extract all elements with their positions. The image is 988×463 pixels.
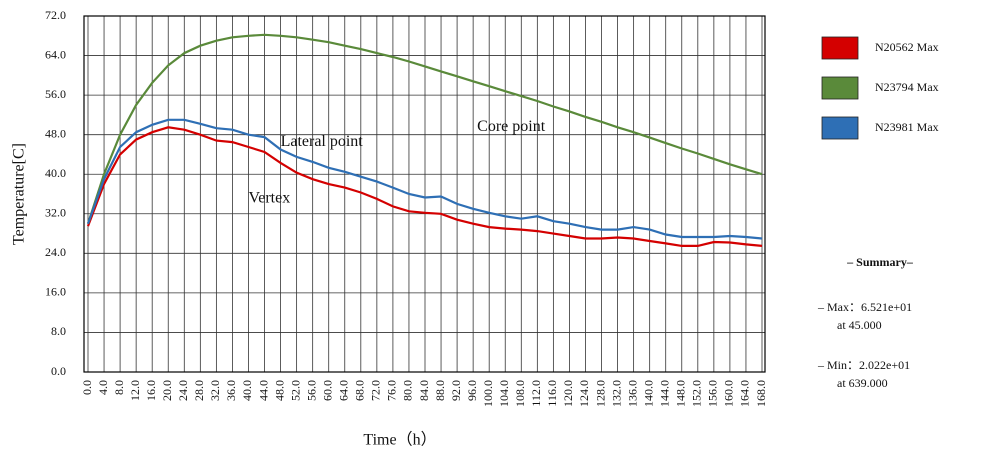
x-tick-label: 40.0 [240, 380, 254, 401]
x-tick-label: 24.0 [176, 380, 190, 401]
x-tick-label: 84.0 [417, 380, 431, 401]
x-tick-label: 116.0 [545, 380, 559, 407]
x-tick-label: 60.0 [320, 380, 334, 401]
x-tick-label: 32.0 [208, 380, 222, 401]
x-tick-label: 140.0 [641, 380, 655, 407]
y-tick-label: 48.0 [45, 126, 66, 140]
summary-title: – Summary– [846, 255, 914, 269]
x-tick-label: 20.0 [160, 380, 174, 401]
y-tick-label: 64.0 [45, 47, 66, 61]
annotation: Vertex [248, 190, 290, 207]
x-tick-label: 36.0 [224, 380, 238, 401]
x-tick-label: 128.0 [593, 380, 607, 407]
y-tick-label: 56.0 [45, 87, 66, 101]
x-tick-label: 124.0 [577, 380, 591, 407]
x-tick-label: 72.0 [369, 380, 383, 401]
y-axis-label: Temperature[C] [11, 143, 28, 245]
series-line [86, 33, 763, 225]
legend-swatch [821, 76, 859, 100]
summary-max: – Max：6.521e+01 [817, 300, 912, 314]
y-tick-label: 16.0 [45, 285, 66, 299]
x-tick-label: 4.0 [96, 380, 110, 395]
x-tick-label: 52.0 [288, 380, 302, 401]
series-line [86, 126, 763, 247]
x-tick-label: 88.0 [433, 380, 447, 401]
x-tick-label: 48.0 [272, 380, 286, 401]
x-tick-label: 164.0 [738, 380, 752, 407]
x-tick-label: 104.0 [497, 380, 511, 407]
x-tick-label: 68.0 [353, 380, 367, 401]
x-tick-label: 160.0 [722, 380, 736, 407]
x-tick-label: 92.0 [449, 380, 463, 401]
x-tick-label: 152.0 [690, 380, 704, 407]
x-tick-label: 156.0 [706, 380, 720, 407]
x-tick-label: 56.0 [304, 380, 318, 401]
x-tick-label: 28.0 [192, 380, 206, 401]
summary-min-at: at 639.000 [837, 376, 888, 390]
x-tick-label: 120.0 [561, 380, 575, 407]
legend-swatch [821, 116, 859, 140]
y-tick-label: 8.0 [51, 324, 66, 338]
x-tick-label: 148.0 [674, 380, 688, 407]
x-tick-label: 108.0 [513, 380, 527, 407]
y-tick-label: 72.0 [45, 8, 66, 22]
x-tick-label: 12.0 [128, 380, 142, 401]
annotation: Core point [477, 118, 546, 135]
annotation: Lateral point [281, 133, 364, 150]
x-tick-label: 0.0 [80, 380, 94, 395]
x-tick-label: 144.0 [657, 380, 671, 407]
x-tick-label: 136.0 [625, 380, 639, 407]
legend-label: N20562 Max [875, 40, 939, 54]
x-tick-label: 44.0 [256, 380, 270, 401]
legend-label: N23981 Max [875, 120, 939, 134]
summary-min: – Min：2.022e+01 [817, 358, 910, 372]
x-tick-label: 64.0 [337, 380, 351, 401]
x-tick-label: 112.0 [529, 380, 543, 407]
x-tick-label: 96.0 [465, 380, 479, 401]
x-tick-label: 168.0 [754, 380, 768, 407]
x-tick-label: 8.0 [112, 380, 126, 395]
x-tick-label: 76.0 [385, 380, 399, 401]
y-tick-label: 0.0 [51, 364, 66, 378]
series-line [86, 118, 763, 240]
y-tick-label: 40.0 [45, 166, 66, 180]
x-tick-label: 100.0 [481, 380, 495, 407]
y-tick-label: 32.0 [45, 206, 66, 220]
legend-label: N23794 Max [875, 80, 939, 94]
x-tick-label: 80.0 [401, 380, 415, 401]
x-axis-label: Time（h） [363, 431, 436, 449]
legend-swatch [821, 36, 859, 60]
plot-frame [83, 15, 766, 373]
x-tick-label: 16.0 [144, 380, 158, 401]
summary-max-at: at 45.000 [837, 318, 882, 332]
x-tick-label: 132.0 [609, 380, 623, 407]
y-tick-label: 24.0 [45, 245, 66, 259]
